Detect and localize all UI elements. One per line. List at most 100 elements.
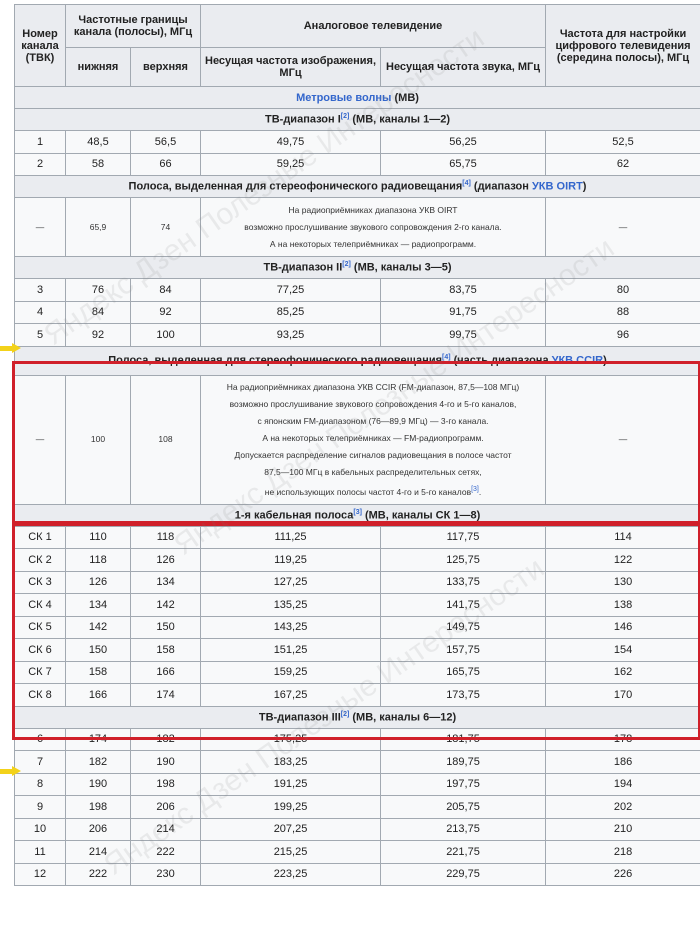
video-carrier-cell: 223,25 [200,862,382,886]
section-text: (МВ, каналы 3—5) [350,261,452,274]
ref-link[interactable]: [2] [340,710,350,718]
section-text: ) [603,354,607,367]
table-row: 11 214 222 215,25 221,75 218 [14,840,700,864]
audio-carrier-cell: 56,25 [380,130,547,154]
tv-channel-table: Номер канала (ТВК) Частотные границы кан… [13,4,700,886]
lower-cell: 206 [65,817,131,841]
lower-cell: 222 [65,862,131,886]
ref-link[interactable]: [4] [442,354,451,362]
table-row: 7 182 190 183,25 189,75 186 [14,750,700,774]
video-carrier-cell: 77,25 [200,278,382,302]
upper-cell: 174 [129,683,202,707]
video-carrier-cell: 215,25 [200,840,382,864]
note-line: Допускается распределение сигналов радио… [234,449,512,460]
oirt-link[interactable]: УКВ OIRT [531,180,583,193]
channel-cell: СК 4 [14,593,66,617]
table-row: СК 4 134 142 135,25 141,75 138 [14,593,700,617]
upper-cell: 84 [129,278,202,302]
section-text: (МВ, каналы 1—2) [349,113,450,126]
lower-cell: 182 [65,750,131,774]
note-line: На радиоприёмниках диапазона УКВ CCIR (F… [226,381,520,392]
digital-freq-cell: 186 [545,750,700,774]
audio-carrier-cell: 91,75 [380,300,547,324]
digital-freq-cell: 138 [545,593,700,617]
digital-freq-cell: 202 [545,795,700,819]
table-row: СК 2 118 126 119,25 125,75 122 [14,548,700,572]
note-line: А на некоторых телеприёмниках — FM-радио… [262,432,484,443]
ref-link[interactable]: [3] [471,485,479,493]
channel-cell: 1 [14,130,66,154]
upper-cell: 56,5 [129,130,202,154]
lower-cell: 198 [65,795,131,819]
lower-cell: 174 [65,727,131,751]
channel-cell: СК 5 [14,615,66,639]
video-carrier-cell: 127,25 [200,570,382,594]
note-text: не использующих полосы частот 4-го и 5-г… [264,486,472,497]
audio-carrier-cell: 205,75 [380,795,547,819]
section-text: ТВ-диапазон I [265,113,341,126]
upper-cell: 166 [129,660,202,684]
digital-freq-cell: 96 [545,323,700,347]
digital-freq-cell: 80 [545,278,700,302]
upper-cell: 66 [129,152,202,176]
table-row: СК 1 110 118 111,25 117,75 114 [14,525,700,549]
upper-cell: 74 [129,197,202,257]
table-row: 2 58 66 59,25 65,75 62 [14,152,700,176]
video-carrier-cell: 93,25 [200,323,382,347]
lower-cell: 58 [65,152,131,176]
note-line: не использующих полосы частот 4-го и 5-г… [203,481,543,501]
video-carrier-cell: 135,25 [200,593,382,617]
section-text: ТВ-диапазон II [263,261,343,274]
section-text: (часть диапазона [450,354,552,367]
table-row: 8 190 198 191,25 197,75 194 [14,772,700,796]
col-analog-tv: Аналоговое телевидение [200,4,547,48]
channel-cell: СК 2 [14,548,66,572]
lower-cell: 92 [65,323,131,347]
note-line: возможно прослушивание звукового сопрово… [229,398,517,409]
upper-cell: 134 [129,570,202,594]
table-row: СК 3 126 134 127,25 133,75 130 [14,570,700,594]
section-ccir: Полоса, выделенная для стереофонического… [13,345,700,376]
ref-link[interactable]: [3] [353,508,362,516]
upper-cell: 214 [129,817,202,841]
metre-waves-link[interactable]: Метровые волны [296,91,392,104]
digital-freq-cell: 194 [545,772,700,796]
upper-cell: 100 [129,323,202,347]
section-text: Полоса, выделенная для стереофонического… [128,180,463,193]
note-line: 87,5—100 МГц в кабельных распределительн… [264,466,482,477]
section-text: (диапазон [470,180,532,193]
video-carrier-cell: 85,25 [200,300,382,324]
ccir-link[interactable]: УКВ CCIR [551,354,604,367]
col-video-carrier: Несущая частота изображения, МГц [200,47,382,87]
digital-freq-cell: — [545,197,700,257]
note-text: . [478,486,482,497]
note-line: возможно прослушивание звукового сопрово… [244,221,502,232]
ref-link[interactable]: [4] [462,180,471,188]
upper-cell: 158 [129,638,202,662]
section-band1: ТВ-диапазон I[2] (МВ, каналы 1—2) [13,108,700,131]
audio-carrier-cell: 229,75 [380,862,547,886]
video-carrier-cell: 175,25 [200,727,382,751]
ref-link[interactable]: [2] [342,261,351,269]
table-row: СК 5 142 150 143,25 149,75 146 [14,615,700,639]
digital-freq-cell: 170 [545,683,700,707]
section-cable: 1-я кабельная полоса[3] (МВ, каналы СК 1… [13,503,700,527]
table-row: СК 7 158 166 159,25 165,75 162 [14,660,700,684]
audio-carrier-cell: 173,75 [380,683,547,707]
section-text: ТВ-диапазон III [258,711,341,724]
channel-cell: 10 [14,817,66,841]
channel-cell: — [14,374,66,505]
digital-freq-cell: 122 [545,548,700,572]
section-text: ) [582,180,587,193]
ref-link[interactable]: [2] [340,113,350,121]
video-carrier-cell: 191,25 [200,772,382,796]
upper-cell: 206 [129,795,202,819]
audio-carrier-cell: 133,75 [380,570,547,594]
audio-carrier-cell: 141,75 [380,593,547,617]
lower-cell: 84 [65,300,131,324]
col-band-limits: Частотные границы канала (полосы), МГц [64,4,202,48]
digital-freq-cell: 178 [545,727,700,751]
lower-cell: 142 [65,615,131,639]
digital-freq-cell: 52,5 [545,130,700,154]
digital-freq-cell: 62 [545,152,700,176]
